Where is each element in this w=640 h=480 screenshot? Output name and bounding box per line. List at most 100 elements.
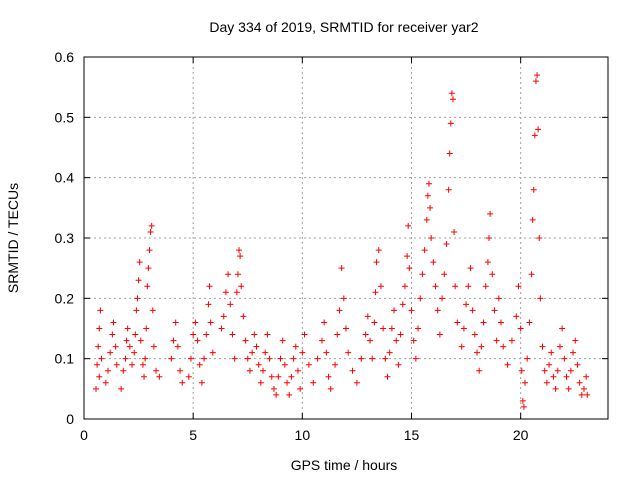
data-point — [353, 379, 360, 386]
data-point — [448, 90, 455, 97]
data-point — [145, 265, 152, 272]
data-point — [98, 355, 105, 362]
data-point — [423, 216, 430, 223]
data-point — [325, 373, 332, 380]
y-axis-label: SRMTID / TECUs — [5, 183, 21, 293]
data-point — [434, 307, 441, 314]
data-point — [238, 283, 245, 290]
data-point — [493, 337, 500, 344]
data-point — [292, 343, 299, 350]
data-point — [441, 271, 448, 278]
data-point — [94, 361, 101, 368]
data-point — [343, 325, 349, 332]
data-point — [290, 355, 297, 362]
data-point — [445, 186, 452, 193]
data-point — [207, 319, 214, 326]
data-points — [93, 72, 591, 410]
data-point — [231, 355, 238, 362]
data-point — [334, 331, 341, 338]
data-point — [515, 283, 522, 290]
data-point — [220, 313, 227, 320]
data-point — [498, 319, 505, 326]
data-point — [382, 355, 389, 362]
data-point — [474, 349, 480, 356]
data-point — [393, 337, 400, 344]
data-point — [372, 289, 379, 296]
data-point — [565, 385, 572, 392]
data-point — [463, 301, 470, 308]
data-point — [297, 385, 304, 392]
data-point — [327, 385, 334, 392]
data-point — [286, 391, 293, 398]
data-point — [430, 259, 437, 266]
data-point — [156, 373, 163, 380]
data-point — [526, 319, 533, 326]
data-point — [377, 283, 384, 290]
data-point — [284, 379, 291, 386]
data-point — [371, 319, 378, 326]
data-point — [321, 319, 328, 326]
data-point — [578, 391, 585, 398]
data-point — [519, 397, 526, 404]
data-point — [369, 355, 376, 362]
data-point — [227, 301, 234, 308]
data-point — [556, 343, 563, 350]
data-point — [364, 313, 371, 320]
x-tick-label: 20 — [513, 427, 529, 443]
data-point — [452, 283, 459, 290]
data-point — [109, 331, 116, 338]
data-point — [251, 331, 258, 338]
data-point — [222, 289, 229, 296]
data-point — [395, 361, 402, 368]
x-tick-label: 15 — [404, 427, 420, 443]
data-point — [236, 247, 243, 254]
x-tick-label: 5 — [189, 427, 197, 443]
data-point — [391, 307, 398, 314]
data-point — [446, 150, 453, 157]
data-point — [270, 385, 277, 392]
data-point — [203, 331, 210, 338]
data-point — [552, 385, 559, 392]
data-point — [531, 132, 538, 139]
y-tick-label: 0 — [66, 411, 74, 427]
data-point — [425, 180, 432, 187]
chart-title: Day 334 of 2019, SRMTID for receiver yar… — [209, 19, 478, 35]
data-point — [172, 319, 179, 326]
data-point — [449, 96, 456, 103]
data-point — [408, 307, 415, 314]
data-point — [517, 325, 524, 332]
data-point — [427, 204, 434, 211]
data-point — [412, 355, 419, 362]
data-point — [399, 301, 406, 308]
data-point — [424, 192, 431, 199]
data-point — [436, 331, 443, 338]
data-point — [443, 241, 450, 248]
data-point — [105, 367, 112, 374]
data-point — [447, 120, 454, 127]
data-point — [524, 355, 531, 362]
data-point — [273, 391, 280, 398]
data-point — [489, 271, 496, 278]
data-point — [559, 325, 566, 332]
data-point — [546, 361, 553, 368]
data-point — [147, 228, 154, 235]
data-point — [142, 355, 149, 362]
y-tick-label: 0.3 — [55, 230, 75, 246]
data-point — [206, 283, 213, 290]
data-point — [465, 283, 472, 290]
data-point — [362, 331, 369, 338]
data-point — [484, 259, 491, 266]
data-point — [421, 247, 428, 254]
data-point — [132, 331, 139, 338]
data-point — [419, 271, 426, 278]
data-point — [126, 343, 133, 350]
data-point — [149, 307, 156, 314]
data-point — [168, 355, 175, 362]
x-tick-label: 10 — [295, 427, 311, 443]
data-point — [332, 361, 339, 368]
data-point — [375, 247, 382, 254]
data-point — [255, 361, 262, 368]
data-point — [288, 373, 295, 380]
data-point — [281, 361, 288, 368]
data-point — [314, 355, 321, 362]
